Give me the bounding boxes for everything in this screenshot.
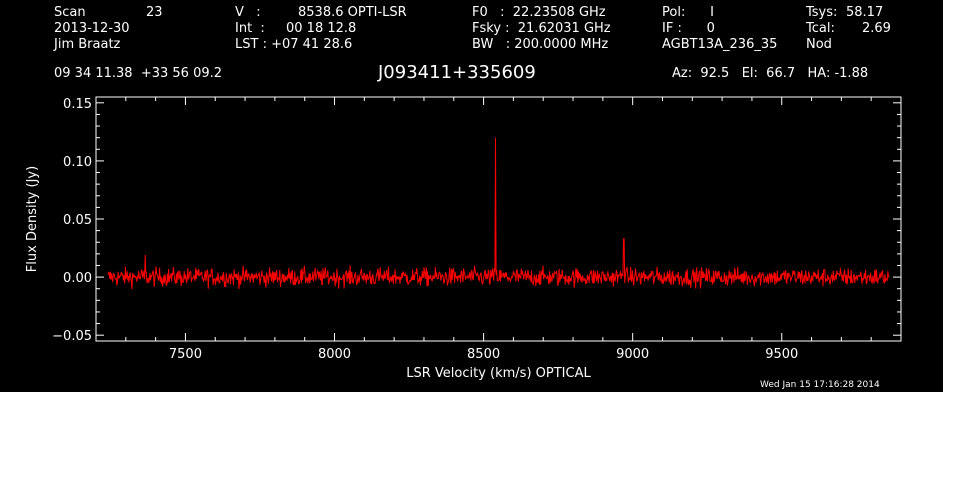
spectrum-line bbox=[107, 137, 890, 290]
tcal-label: Tcal: bbox=[806, 21, 835, 36]
int-value: 00 18 12.8 bbox=[286, 21, 357, 36]
x-tick-labels: 7500 8000 8500 9000 9500 bbox=[169, 347, 798, 362]
x-axis-title: LSR Velocity (km/s) OPTICAL bbox=[406, 366, 591, 381]
sky-freq: Fsky : 21.62031 GHz bbox=[472, 21, 611, 36]
y-tick-label: −0.05 bbox=[52, 329, 92, 344]
velocity-value: 8538.6 OPTI-LSR bbox=[298, 5, 407, 20]
tsys-label: Tsys: bbox=[806, 5, 838, 20]
x-tick-label: 8500 bbox=[467, 347, 500, 362]
y-tick-label: 0.05 bbox=[63, 213, 92, 228]
y-tick-label: 0.15 bbox=[63, 97, 92, 112]
proc-type: Nod bbox=[806, 37, 832, 52]
spectrum-series bbox=[107, 137, 890, 290]
y-tick-label: 0.00 bbox=[63, 271, 92, 286]
az-el-ha: Az: 92.5 El: 66.7 HA: -1.88 bbox=[672, 66, 869, 81]
source-name: J093411+335609 bbox=[378, 62, 536, 83]
y-axis-title: Flux Density (Jy) bbox=[25, 166, 40, 272]
lst: LST : +07 41 28.6 bbox=[235, 37, 353, 52]
x-tick-label: 7500 bbox=[169, 347, 202, 362]
x-tick-label: 9500 bbox=[765, 347, 798, 362]
tsys-value: 58.17 bbox=[846, 5, 884, 20]
polarization: Pol: I bbox=[662, 5, 714, 20]
bandwidth: BW : 200.0000 MHz bbox=[472, 37, 609, 52]
obs-date: 2013-12-30 bbox=[54, 21, 130, 36]
project-id: AGBT13A_236_35 bbox=[662, 37, 778, 52]
timestamp: Wed Jan 15 17:16:28 2014 bbox=[760, 380, 880, 390]
observer: Jim Braatz bbox=[54, 37, 121, 52]
y-tick-labels: −0.05 0.00 0.05 0.10 0.15 bbox=[52, 97, 92, 344]
x-tick-label: 8000 bbox=[318, 347, 351, 362]
if-number: IF : 0 bbox=[662, 21, 715, 36]
int-label: Int : bbox=[235, 21, 265, 36]
scan-number: 23 bbox=[146, 5, 163, 20]
x-tick-label: 9000 bbox=[616, 347, 649, 362]
plot-frame bbox=[95, 96, 902, 342]
rest-freq: F0 : 22.23508 GHz bbox=[472, 5, 606, 20]
axis-ticks bbox=[96, 97, 901, 341]
source-coordinates: 09 34 11.38 +33 56 09.2 bbox=[54, 66, 223, 81]
tcal-value: 2.69 bbox=[862, 21, 891, 36]
spectrum-chart: 7500 8000 8500 9000 9500 −0.05 0.00 0.05 0.10 0.… bbox=[25, 96, 902, 381]
velocity-label: V : bbox=[235, 5, 261, 20]
plot-panel bbox=[0, 0, 943, 392]
y-tick-label: 0.10 bbox=[63, 155, 92, 170]
scan-label: Scan bbox=[54, 5, 86, 20]
